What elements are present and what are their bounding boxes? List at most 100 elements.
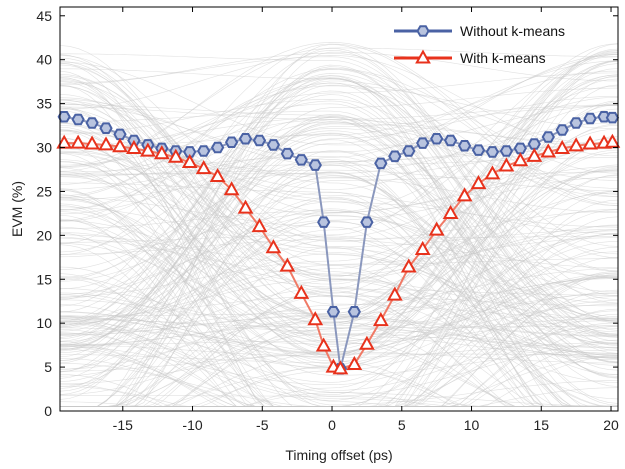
data-point [400, 258, 417, 273]
eye-trace [59, 265, 618, 407]
data-point [499, 145, 514, 157]
y-tick-label: 0 [44, 403, 52, 419]
eye-trace [59, 196, 618, 407]
x-tick-label: 15 [533, 417, 549, 433]
eye-trace [59, 197, 619, 358]
data-point [485, 146, 500, 158]
eye-trace [59, 132, 619, 377]
y-tick-label: 10 [36, 315, 52, 331]
data-point [346, 355, 363, 371]
eye-trace [59, 239, 619, 370]
eye-trace [59, 104, 619, 351]
data-point [414, 240, 431, 255]
data-point [347, 306, 361, 318]
x-tick-label: 10 [464, 417, 480, 433]
data-point [315, 337, 332, 352]
eye-trace [59, 74, 619, 285]
eye-trace [59, 133, 619, 362]
data-point [223, 181, 240, 196]
eye-trace [59, 55, 619, 239]
data-point [70, 134, 87, 149]
eye-trace [59, 318, 618, 348]
data-point [484, 165, 501, 180]
y-tick-label: 15 [36, 271, 52, 287]
eye-trace [59, 61, 619, 294]
y-tick-label: 25 [36, 183, 52, 199]
eye-trace [60, 197, 618, 407]
eye-trace [59, 156, 619, 322]
x-tick-label: 20 [603, 417, 619, 433]
data-point [555, 124, 569, 136]
legend-item: Without k-means [394, 23, 565, 39]
eye-trace [59, 115, 618, 407]
x-tick-label: 5 [398, 417, 406, 433]
data-point [442, 204, 459, 219]
data-point [197, 145, 211, 157]
data-point [99, 122, 113, 134]
data-point [430, 133, 444, 145]
eye-trace [59, 90, 619, 379]
y-tick-label: 40 [36, 52, 52, 68]
data-point [569, 117, 583, 129]
data-point [266, 139, 281, 151]
data-point [568, 137, 585, 152]
data-point [252, 134, 267, 147]
eye-trace [59, 214, 619, 299]
y-tick-label: 20 [36, 227, 52, 243]
data-point [386, 286, 403, 301]
data-point [582, 135, 598, 150]
data-point [113, 128, 127, 141]
y-tick-label: 45 [36, 8, 52, 24]
data-point [307, 311, 324, 326]
data-point [513, 142, 527, 155]
legend-label: Without k-means [460, 23, 565, 39]
eye-trace [60, 164, 618, 407]
eye-trace [60, 169, 619, 191]
eye-trace [60, 54, 619, 407]
x-tick-label: -10 [182, 417, 202, 433]
eye-trace [59, 100, 619, 213]
x-tick-label: -15 [113, 417, 133, 433]
data-point [181, 153, 198, 169]
eye-trace [59, 278, 619, 336]
y-tick-label: 30 [36, 140, 52, 156]
data-point [332, 360, 349, 375]
eye-trace [59, 55, 619, 157]
data-point [183, 146, 197, 158]
data-point [456, 187, 473, 202]
data-point [583, 112, 597, 125]
data-point [527, 138, 541, 150]
eye-trace [59, 171, 619, 359]
eye-trace [59, 128, 619, 253]
x-tick-label: -5 [256, 417, 269, 433]
eye-trace [59, 151, 619, 335]
eye-trace [59, 48, 619, 331]
data-point [308, 159, 322, 171]
data-point [98, 136, 114, 151]
plot-frame [59, 6, 619, 412]
eye-trace [59, 123, 619, 389]
data-point [541, 131, 555, 143]
eye-trace [59, 63, 619, 298]
data-point [265, 239, 282, 254]
eye-trace [60, 290, 618, 407]
eye-trace [59, 102, 619, 282]
eye-trace [59, 78, 619, 324]
data-point [402, 145, 416, 157]
data-point [140, 142, 156, 157]
data-point [388, 150, 402, 163]
eye-trace [59, 75, 618, 407]
eye-trace [59, 49, 619, 336]
eye-trace [60, 229, 618, 407]
eye-trace [60, 54, 619, 177]
data-point [374, 157, 388, 170]
data-point [326, 306, 341, 318]
eye-trace [59, 196, 618, 407]
data-point [294, 154, 308, 166]
eye-trace [60, 295, 618, 407]
data-point [605, 111, 620, 124]
eye-trace [60, 53, 619, 322]
eye-trace [59, 235, 619, 376]
data-point [512, 152, 529, 167]
data-point [153, 145, 170, 160]
